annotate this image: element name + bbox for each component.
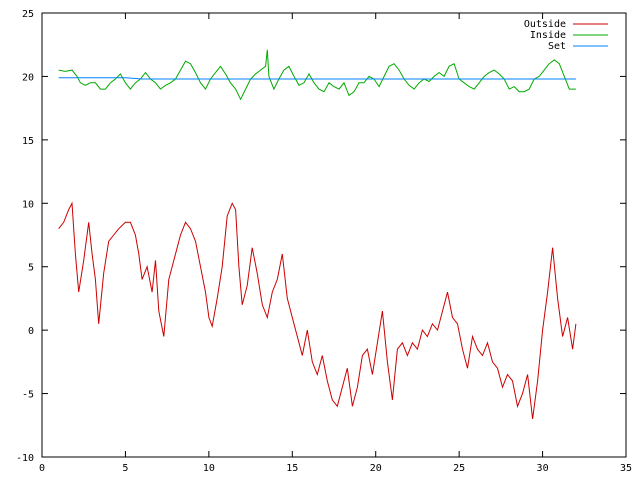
y-tick-label: 0 [28, 326, 34, 337]
legend-label-outside: Outside [524, 19, 566, 30]
y-tick-label: 25 [22, 9, 34, 20]
legend-label-set: Set [548, 41, 566, 52]
axis-ticks: 0 5 10 15 20 25 30 35 -10 -5 0 5 10 15 20 25 [16, 9, 632, 474]
x-tick-label: 25 [453, 463, 465, 474]
y-tick-label: 5 [28, 263, 34, 274]
y-tick-label: 10 [22, 199, 34, 210]
x-tick-label: 15 [286, 463, 298, 474]
y-tick-label: -10 [16, 453, 34, 464]
x-tick-label: 10 [203, 463, 215, 474]
x-tick-label: 20 [370, 463, 382, 474]
series-line-inside [58, 49, 576, 101]
y-tick-label: 15 [22, 136, 34, 147]
legend-label-inside: Inside [530, 30, 566, 41]
x-tick-label: 5 [122, 463, 128, 474]
series-line-set [58, 77, 576, 80]
plot-frame [41, 12, 627, 458]
y-tick-label: -5 [22, 390, 34, 401]
x-tick-label: 0 [39, 463, 45, 474]
series-line-outside [58, 201, 577, 419]
y-tick-label: 20 [22, 72, 34, 83]
x-tick-label: 35 [620, 463, 632, 474]
x-tick-label: 30 [537, 463, 549, 474]
series-layer [58, 49, 577, 419]
